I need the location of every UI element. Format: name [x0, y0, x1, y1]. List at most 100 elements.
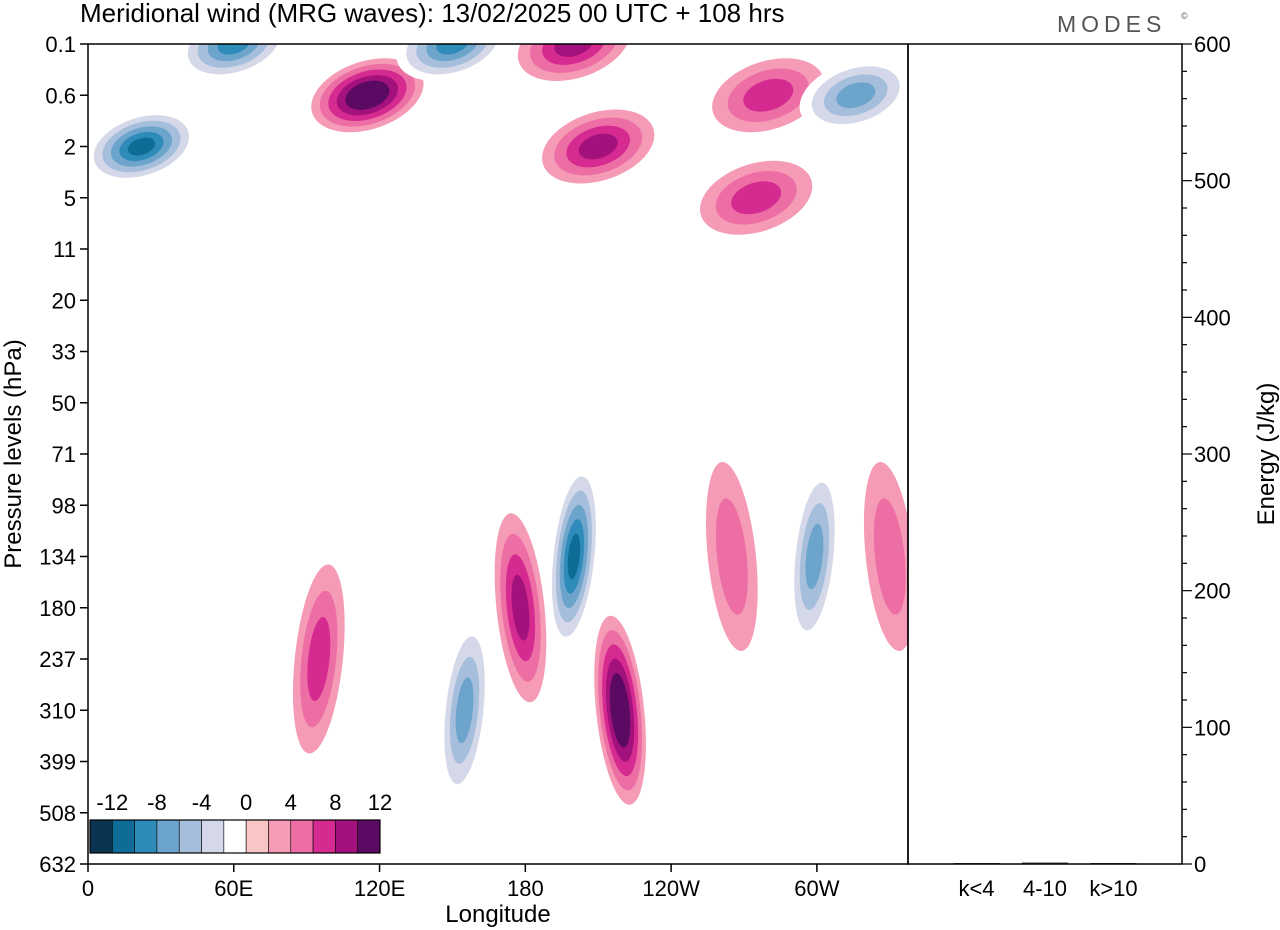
- chart-title: Meridional wind (MRG waves): 13/02/2025 …: [80, 0, 785, 28]
- wind-contour: [613, 687, 627, 734]
- x-tick-label: 120E: [354, 876, 405, 901]
- energy-tick-label: 600: [1194, 32, 1231, 57]
- wind-anomaly: [799, 58, 908, 133]
- wind-anomaly: [292, 564, 345, 754]
- wind-contour: [127, 137, 156, 156]
- wind-anomaly: [788, 461, 841, 652]
- y-tick-label: 0.6: [45, 83, 76, 108]
- wind-anomaly: [311, 58, 424, 133]
- colorbar-swatch: [312, 819, 336, 854]
- wind-contour: [836, 82, 876, 109]
- wind-anomaly: [494, 513, 547, 703]
- wind-field: [88, 44, 908, 805]
- y-tick-label: 508: [39, 801, 76, 826]
- wind-anomaly: [863, 461, 908, 652]
- colorbar-swatch: [89, 819, 113, 854]
- energy-tick-label: 500: [1194, 169, 1231, 194]
- x-tick-label: 60E: [214, 876, 253, 901]
- y-tick-label: 71: [52, 442, 76, 467]
- energy-category-label: k<4: [958, 876, 994, 901]
- x-tick-label: 0: [82, 876, 94, 901]
- energy-tick-label: 0: [1194, 852, 1206, 877]
- y-tick-label: 134: [39, 545, 76, 570]
- y-tick-label: 20: [52, 288, 76, 313]
- colorbar-swatch: [178, 819, 202, 854]
- wind-contour: [542, 44, 606, 65]
- energy-bar: [1090, 863, 1137, 864]
- energy-axis-label: Energy (J/kg): [1253, 383, 1280, 526]
- wind-contour: [511, 574, 530, 641]
- wind-anomaly: [542, 109, 655, 184]
- colorbar-swatch: [201, 819, 225, 854]
- y-tick-label: 310: [39, 698, 76, 723]
- y-tick-label: 5: [64, 186, 76, 211]
- colorbar-swatch: [112, 819, 135, 854]
- hovmoller-panel: 0.1 0.6 2 5 11 20 33 50 71 98 134 180 237 310 399 508 63…: [0, 32, 909, 928]
- colorbar-swatch: [223, 819, 247, 854]
- energy-bars: [953, 862, 1137, 864]
- energy-category-label: 4-10: [1023, 876, 1067, 901]
- brand-logo: MODES ©: [1057, 11, 1188, 37]
- y-tick-label: 2: [64, 135, 76, 160]
- colorbar-frame: [89, 819, 381, 854]
- colorbar-labels: -12 -8 -4 0 4 8 12: [96, 790, 392, 815]
- wind-anomaly: [88, 109, 198, 184]
- y-tick-label: 11: [53, 237, 76, 262]
- wind-contour: [743, 78, 794, 112]
- colorbar-swatch: [335, 819, 358, 854]
- wind-anomaly: [594, 615, 646, 805]
- wind-contour: [578, 133, 618, 160]
- x-axis-label: Longitude: [445, 901, 550, 928]
- colorbar-label: 12: [368, 790, 392, 815]
- brand-name: MODES: [1057, 11, 1166, 37]
- y-tick-label: 399: [39, 750, 76, 775]
- colorbar-label: 0: [240, 790, 252, 815]
- wind-contour: [426, 44, 479, 62]
- energy-panel: 0 100 200 300 400 500 600 k<4 4-10 k>10 Energy (…: [907, 32, 1280, 901]
- energy-tick-label: 400: [1194, 305, 1231, 330]
- wind-contour: [731, 181, 782, 215]
- y-axis-label: Pressure levels (hPa): [0, 339, 27, 568]
- energy-bar: [953, 863, 1000, 864]
- colorbar-swatch: [134, 819, 158, 854]
- wind-contour: [307, 617, 331, 701]
- wind-anomaly: [438, 615, 491, 805]
- wind-contour: [455, 677, 474, 744]
- wind-anomaly: [699, 160, 813, 235]
- colorbar-label: 4: [285, 790, 297, 815]
- y-tick-label: 180: [39, 596, 76, 621]
- colorbar-swatch: [156, 819, 180, 854]
- energy-bar: [1022, 862, 1068, 864]
- wind-contour: [873, 498, 906, 615]
- x-tick-label: 120W: [642, 876, 700, 901]
- colorbar-swatches: [89, 819, 381, 854]
- wind-anomaly: [706, 461, 758, 652]
- colorbar-swatch: [268, 819, 292, 854]
- energy-tick-label: 300: [1194, 442, 1231, 467]
- colorbar-swatch: [357, 819, 381, 854]
- energy-category-label: k>10: [1089, 876, 1137, 901]
- energy-tick-label: 200: [1194, 579, 1231, 604]
- wind-anomaly: [548, 461, 600, 652]
- energy-categories: k<4 4-10 k>10: [958, 876, 1137, 901]
- wind-contour: [353, 86, 382, 105]
- y-tick-label: 98: [52, 493, 76, 518]
- wind-contour: [715, 498, 748, 615]
- x-tick-label: 60W: [794, 876, 839, 901]
- y-tick-label: 0.1: [45, 32, 76, 57]
- colorbar-swatch: [245, 819, 269, 854]
- colorbar-label: -4: [192, 790, 212, 815]
- y-tick-label: 237: [39, 647, 76, 672]
- wind-anomaly: [712, 58, 825, 133]
- y-tick-label: 50: [52, 391, 76, 416]
- colorbar-swatch: [290, 819, 314, 854]
- brand-mark: ©: [1181, 11, 1188, 21]
- y-tick-label: 33: [52, 340, 76, 365]
- wind-contour: [207, 44, 260, 62]
- colorbar-label: -12: [96, 790, 128, 815]
- colorbar-label: -8: [147, 790, 167, 815]
- wind-contour: [805, 523, 824, 590]
- y-tick-label: 632: [39, 852, 76, 877]
- wind-contour: [567, 533, 581, 580]
